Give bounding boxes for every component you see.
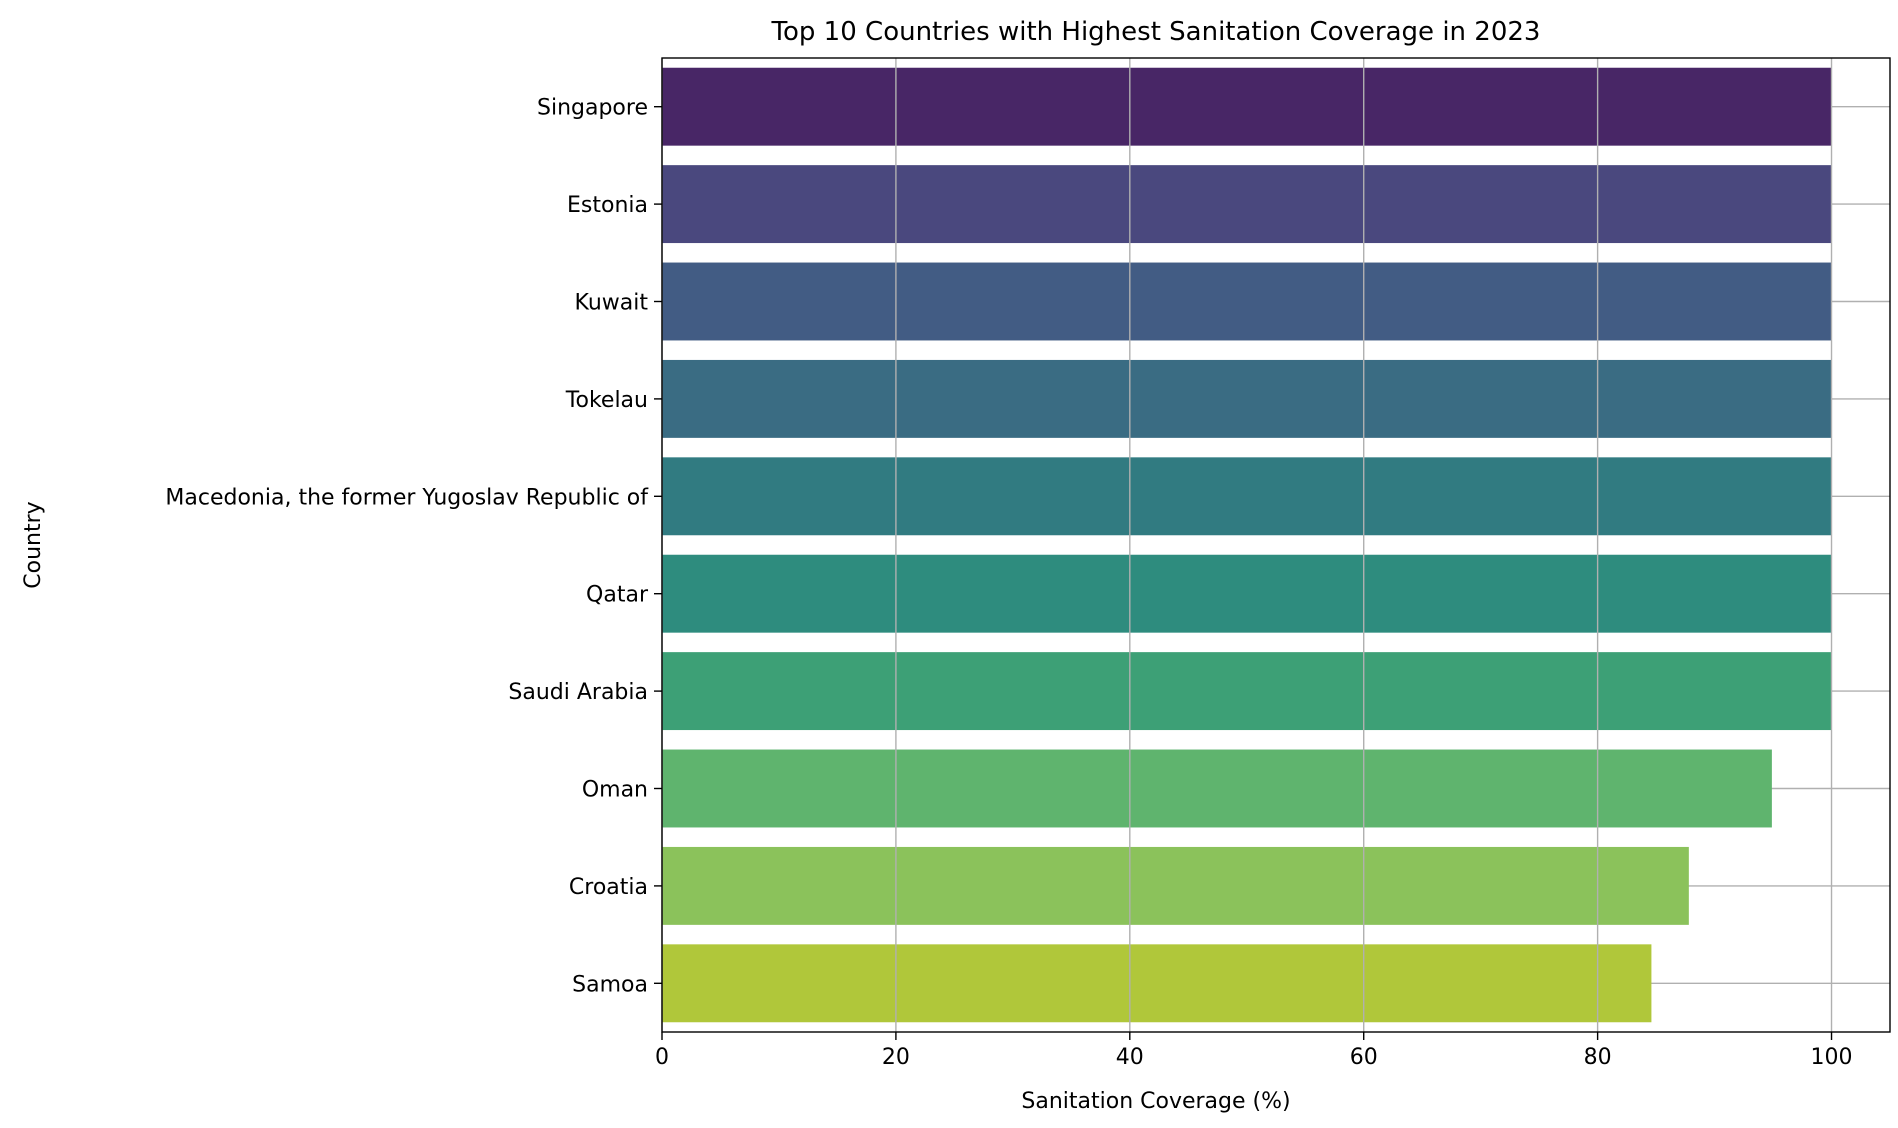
y-tick-label: Croatia [569, 875, 648, 900]
chart-title: Top 10 Countries with Highest Sanitation… [771, 17, 1541, 47]
y-tick-label: Saudi Arabia [508, 680, 648, 705]
bar [662, 165, 1832, 244]
bar [662, 652, 1832, 731]
y-tick-label: Kuwait [575, 291, 649, 316]
x-tick-label: 80 [1584, 1045, 1612, 1070]
y-tick-label: Macedonia, the former Yugoslav Republic … [165, 485, 649, 510]
bars [662, 67, 1832, 1023]
bar [662, 359, 1832, 438]
x-axis-ticks: 0 20 40 60 80 100 [655, 1032, 1853, 1070]
y-tick-label: Tokelau [565, 388, 648, 413]
bar [662, 67, 1832, 146]
plot-frame [661, 57, 1891, 1033]
x-tick-label: 60 [1350, 1045, 1378, 1070]
x-axis-label: Sanitation Coverage (%) [1021, 1089, 1290, 1114]
y-tick-label: Samoa [572, 972, 648, 997]
y-tick-label: Singapore [537, 96, 648, 121]
x-tick-label: 0 [655, 1045, 669, 1070]
y-tick-label: Oman [582, 778, 648, 803]
y-axis-label: Country [21, 501, 46, 588]
y-tick-label: Estonia [567, 193, 648, 218]
bar [662, 749, 1772, 828]
bar [662, 554, 1832, 633]
bar [662, 262, 1832, 341]
bar [662, 457, 1832, 536]
x-tick-label: 20 [882, 1045, 910, 1070]
bar [662, 944, 1652, 1023]
x-tick-label: 40 [1116, 1045, 1144, 1070]
y-tick-label: Qatar [586, 583, 649, 608]
bar [662, 846, 1689, 925]
x-tick-label: 100 [1811, 1045, 1853, 1070]
y-axis-ticks: Singapore Estonia Kuwait Tokelau Macedonia, … [165, 96, 662, 997]
